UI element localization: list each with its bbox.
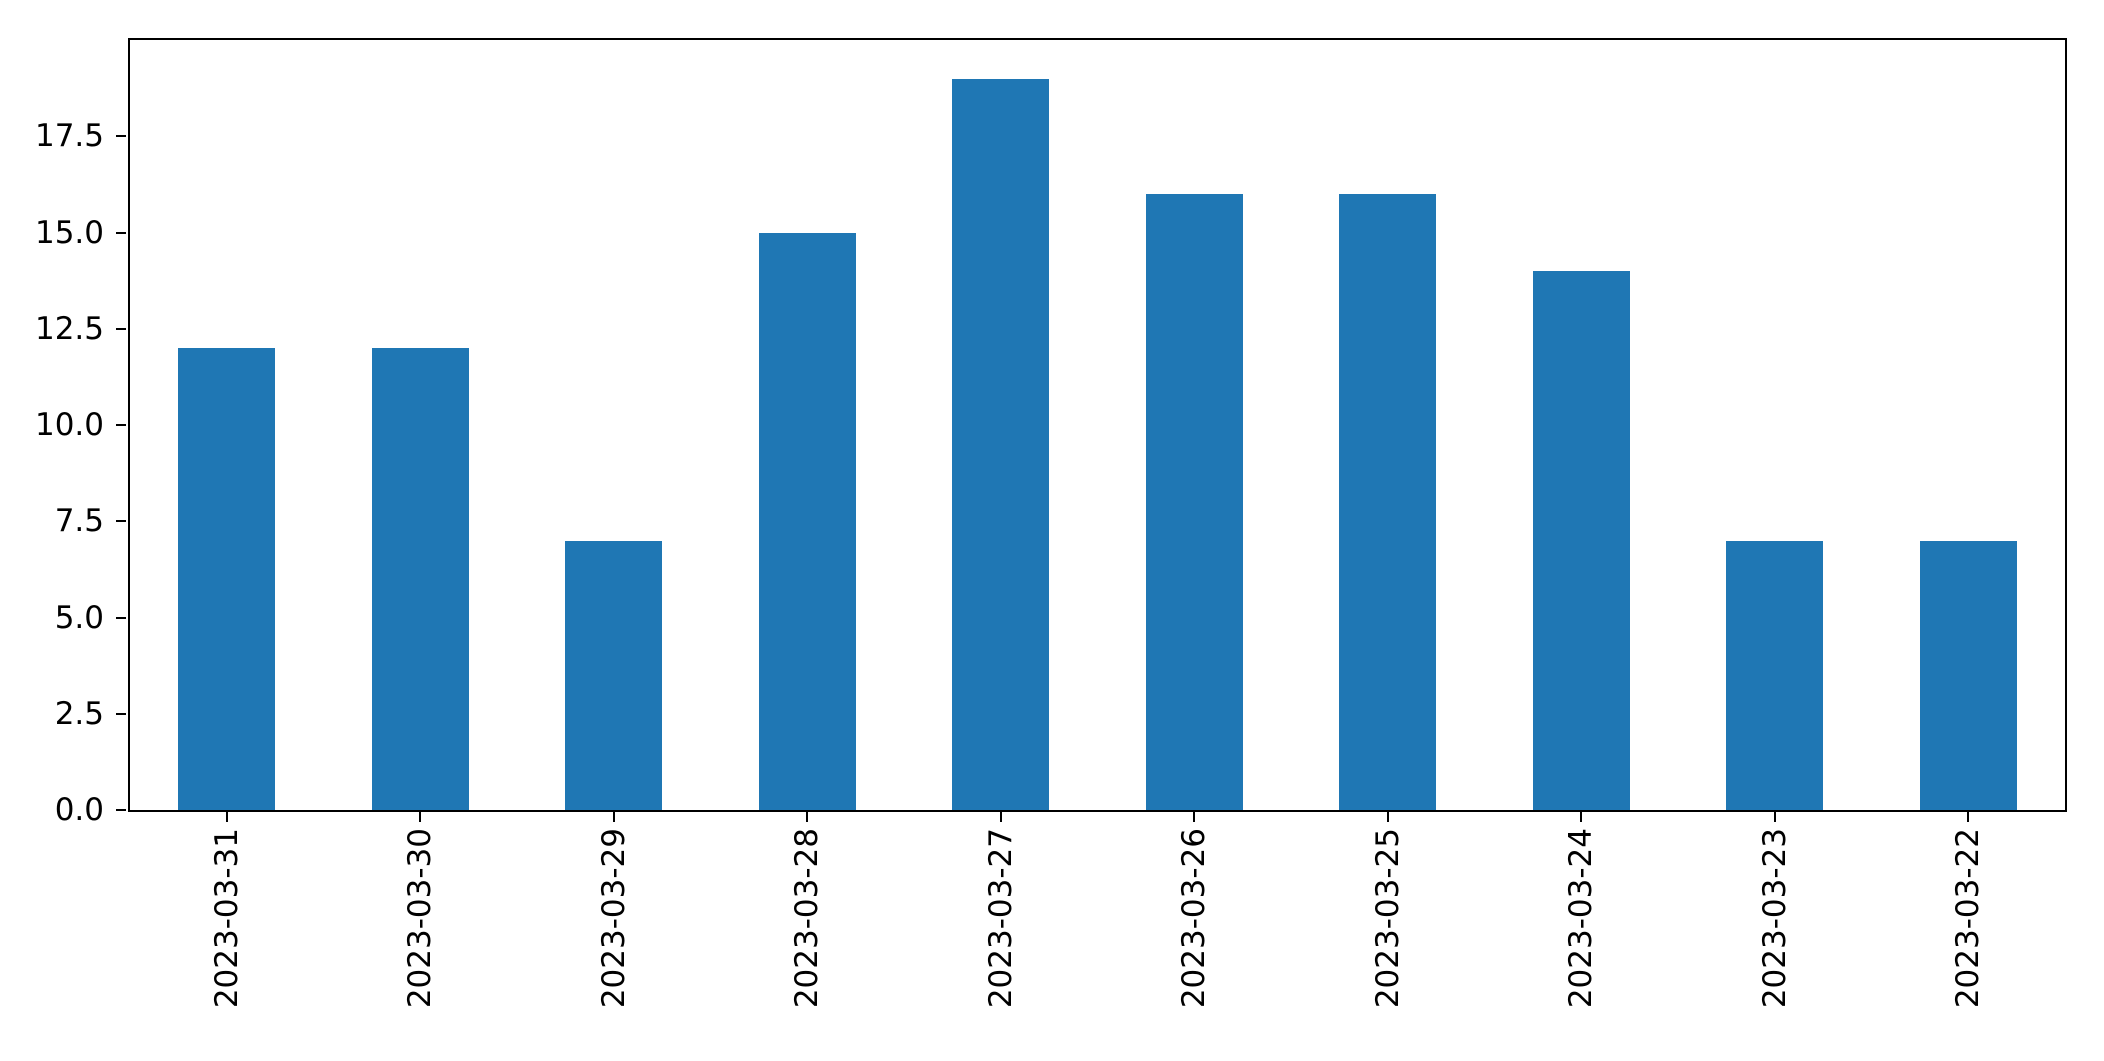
y-tick-mark	[116, 135, 126, 138]
x-tick-label: 2023-03-30	[402, 828, 439, 1009]
bar-2023-03-24	[1532, 271, 1630, 810]
y-tick-label: 2.5	[54, 695, 104, 732]
x-tick-mark	[1386, 812, 1389, 822]
x-tick-mark	[999, 812, 1002, 822]
y-tick-mark	[116, 424, 126, 426]
y-tick-mark	[116, 616, 126, 619]
y-tick-label: 12.5	[34, 310, 104, 347]
x-tick-label: 2023-03-31	[208, 828, 245, 1009]
bars-group	[130, 40, 2065, 810]
x-tick-label: 2023-03-28	[789, 828, 826, 1009]
y-tick-mark	[116, 520, 126, 523]
y-tick-mark	[116, 809, 126, 811]
bar-2023-03-28	[758, 232, 856, 810]
x-tick-label: 2023-03-22	[1950, 828, 1987, 1009]
bar-2023-03-27	[952, 78, 1050, 810]
bar-2023-03-25	[1339, 194, 1437, 810]
x-tick-label: 2023-03-25	[1369, 828, 1406, 1009]
x-tick-label: 2023-03-27	[982, 828, 1019, 1009]
x-tick-mark	[1773, 812, 1776, 822]
x-tick-mark	[612, 812, 615, 822]
bar-2023-03-23	[1726, 540, 1824, 810]
x-tick-mark	[225, 812, 228, 822]
y-tick-label: 0.0	[54, 792, 104, 828]
plot-area: 0.0 2.5 5.0 7.5 10.0 12.5 15.0 17.5 2023-03-31 2…	[35, 38, 2067, 1008]
bar-2023-03-22	[1919, 540, 2017, 810]
x-tick-mark	[806, 812, 809, 822]
y-tick-mark	[116, 327, 126, 330]
x-tick-label: 2023-03-24	[1563, 828, 1600, 1009]
y-tick-label: 15.0	[34, 214, 104, 251]
x-tick-mark	[1967, 812, 1970, 822]
y-tick-mark	[116, 712, 126, 715]
y-tick-mark	[116, 231, 126, 234]
x-tick-label: 2023-03-23	[1756, 828, 1793, 1009]
bar-2023-03-26	[1145, 194, 1243, 810]
x-tick-mark	[419, 812, 422, 822]
x-tick-mark	[1193, 812, 1196, 822]
y-axis-ticks: 0.0 2.5 5.0 7.5 10.0 12.5 15.0 17.5	[35, 40, 2065, 828]
x-tick-label: 2023-03-29	[595, 828, 632, 1009]
x-axis-ticks: 2023-03-31 2023-03-30 2023-03-29 2023-03-28…	[130, 40, 2065, 1008]
x-tick-mark	[1580, 812, 1583, 822]
bar-2023-03-30	[371, 348, 469, 810]
y-tick-label: 7.5	[54, 503, 104, 540]
x-tick-label: 2023-03-26	[1176, 828, 1213, 1009]
y-tick-label: 10.0	[34, 407, 104, 443]
bar-2023-03-31	[178, 348, 276, 810]
bar-2023-03-29	[565, 540, 663, 810]
y-tick-label: 5.0	[54, 599, 104, 636]
y-tick-label: 17.5	[34, 118, 104, 155]
